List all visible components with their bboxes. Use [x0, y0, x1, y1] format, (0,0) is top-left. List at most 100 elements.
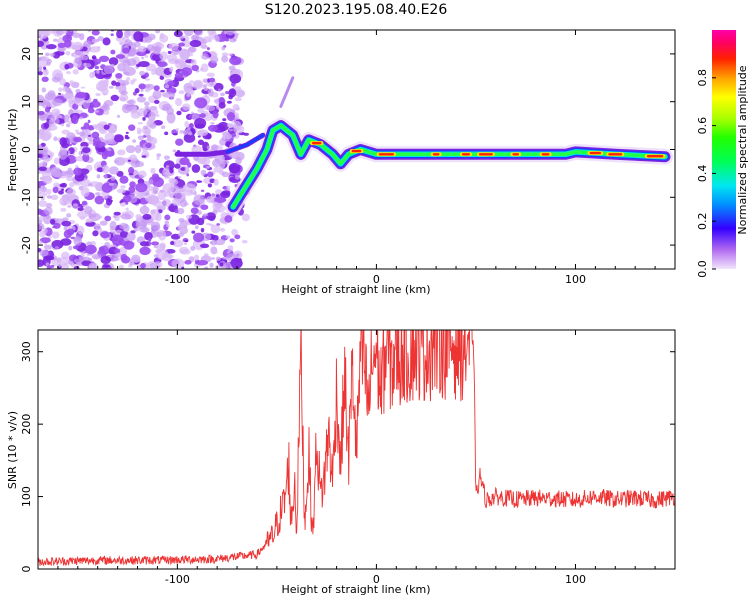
noise-blob	[204, 94, 208, 98]
noise-blob	[241, 239, 248, 244]
noise-blob	[40, 132, 51, 142]
noise-blob	[83, 62, 92, 68]
noise-blob	[55, 72, 60, 78]
noise-blob	[235, 156, 242, 165]
noise-blob	[123, 30, 131, 38]
noise-blob	[110, 176, 116, 181]
snr-ytick-label: 100	[20, 486, 33, 507]
noise-blob	[144, 101, 150, 107]
noise-blob	[151, 69, 157, 76]
noise-blob	[127, 159, 132, 162]
colorbar-ticks: 0.0 0.2 0.4 0.6 0.8	[696, 69, 716, 278]
noise-blob	[210, 224, 221, 234]
hot-spot-red	[541, 153, 550, 156]
noise-blob	[152, 177, 164, 188]
noise-blob	[157, 190, 167, 201]
noise-blob	[220, 92, 225, 97]
noise-blob	[174, 209, 179, 214]
isolated-streak	[279, 76, 295, 108]
noise-blob	[194, 97, 208, 109]
noise-blob	[183, 133, 196, 143]
noise-blob	[100, 256, 111, 265]
noise-blob	[182, 129, 189, 136]
noise-blob	[201, 53, 209, 60]
noise-blob	[228, 88, 237, 98]
noise-blob	[99, 137, 104, 141]
noise-blob	[161, 125, 166, 129]
noise-blob	[94, 109, 100, 113]
colorbar-tick-label: 0.2	[696, 212, 709, 230]
noise-blob	[39, 237, 51, 244]
noise-blob	[38, 200, 48, 207]
noise-blob	[207, 88, 214, 97]
noise-blob	[150, 167, 156, 174]
noise-blob	[222, 118, 227, 122]
noise-blob	[38, 57, 42, 62]
noise-blob	[132, 157, 138, 162]
noise-blob	[219, 262, 224, 267]
noise-blob	[137, 190, 147, 199]
noise-blob	[115, 72, 123, 79]
noise-blob	[209, 262, 214, 268]
noise-blob	[71, 114, 79, 125]
noise-blob	[212, 201, 220, 212]
noise-blob	[38, 40, 45, 48]
noise-blob	[178, 42, 185, 47]
noise-blob	[194, 117, 207, 129]
noise-blob	[131, 160, 136, 164]
noise-blob	[177, 175, 182, 179]
noise-blob	[102, 164, 110, 174]
noise-blob	[79, 55, 89, 61]
noise-blob	[102, 103, 109, 109]
noise-blob	[225, 235, 231, 240]
noise-blob	[222, 160, 230, 165]
noise-blob	[179, 129, 184, 134]
noise-blob	[38, 186, 44, 193]
noise-blob	[63, 39, 72, 48]
noise-blob	[219, 138, 226, 146]
noise-blob	[44, 206, 53, 216]
noise-blob	[182, 103, 191, 111]
noise-blob	[162, 167, 171, 178]
noise-blob	[82, 43, 89, 47]
noise-blob	[150, 241, 160, 246]
noise-blob	[110, 33, 114, 37]
noise-blob	[200, 227, 205, 233]
spectrogram-xlabel: Height of straight line (km)	[281, 283, 430, 296]
noise-blob	[219, 218, 223, 221]
noise-blob	[102, 92, 107, 96]
noise-blob	[144, 115, 150, 118]
spectrogram-xtick-label: 100	[565, 273, 586, 286]
noise-blob	[169, 66, 174, 73]
snr-xlabel: Height of straight line (km)	[281, 583, 430, 596]
spectrogram-plot	[38, 30, 673, 269]
noise-blob	[75, 164, 79, 169]
noise-blob	[64, 63, 70, 70]
noise-blob	[137, 121, 143, 125]
noise-blob	[215, 194, 220, 198]
colorbar-label: Normalized spectral amplitude	[736, 65, 749, 234]
noise-blob	[184, 239, 189, 243]
noise-blob	[65, 87, 72, 93]
hot-spot-red	[589, 151, 602, 155]
noise-blob	[193, 194, 205, 206]
spectrogram-ytick-label: -20	[20, 236, 33, 254]
noise-blob	[65, 50, 71, 56]
noise-blob	[61, 129, 71, 135]
noise-blob	[230, 257, 243, 269]
noise-blob	[125, 145, 136, 154]
noise-blob	[129, 181, 136, 188]
noise-blob	[184, 107, 188, 111]
noise-blob	[164, 84, 170, 89]
noise-blob	[42, 156, 50, 163]
noise-blob	[50, 194, 59, 201]
noise-blob	[144, 72, 149, 78]
noise-blob	[144, 105, 150, 110]
noise-blob	[60, 170, 67, 176]
noise-blob	[53, 222, 61, 229]
noise-blob	[58, 149, 68, 160]
noise-blob	[177, 224, 186, 232]
noise-blob	[95, 192, 101, 196]
